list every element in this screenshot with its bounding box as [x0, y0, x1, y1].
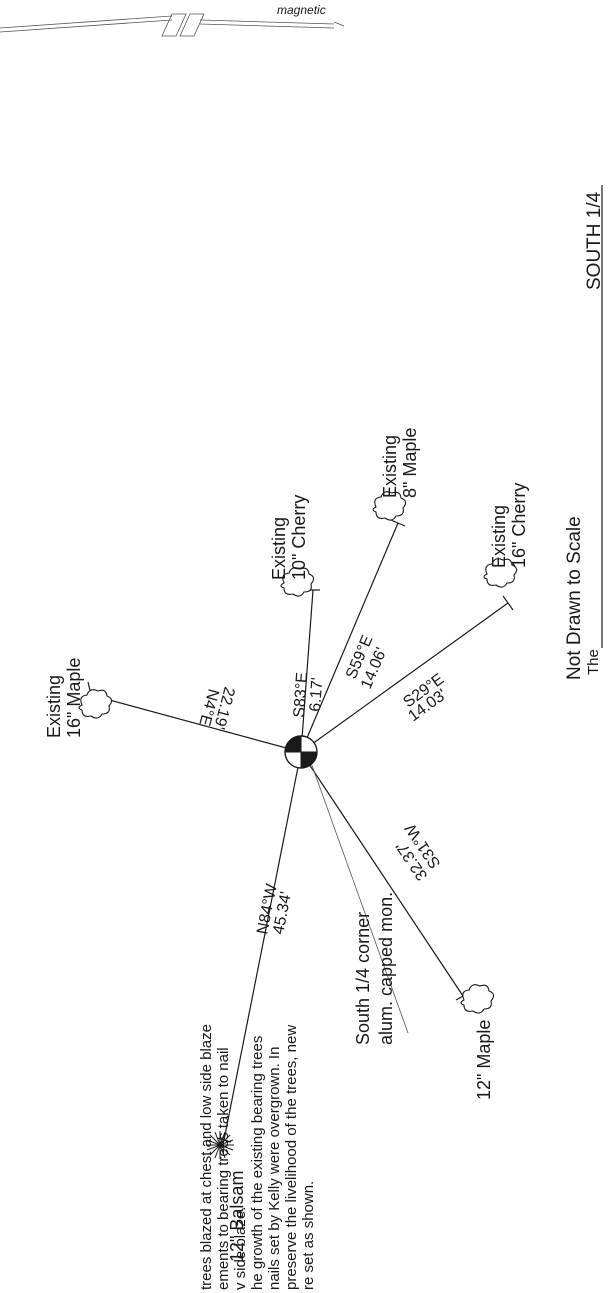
tie-line-s31w — [300, 751, 464, 997]
tree-name-16-maple: 16" Maple — [64, 658, 84, 738]
tree-status-16-maple: Existing — [44, 675, 64, 738]
title-block: The SOUTH 1/4 — [584, 185, 605, 675]
note-line-4: he growth of the existing bearing trees — [249, 1036, 266, 1290]
notes-block: trees blazed at chest and low side blaze… — [198, 1024, 317, 1290]
monument-leader — [309, 759, 409, 1034]
note-line-3: v side blaze. — [232, 1207, 249, 1290]
distance-s83e: 6.17' — [307, 677, 326, 712]
tree-name-16-cherry: 16" Cherry — [509, 483, 529, 568]
tree-status-16-cherry: Existing — [489, 505, 509, 568]
north-arrow: magnetic — [0, 3, 345, 37]
tree-status-8-maple: Existing — [380, 435, 400, 498]
tree-icon-16-maple — [78, 689, 113, 719]
tie-line-s59e — [300, 522, 399, 753]
tree-icon-16-cherry — [483, 558, 518, 588]
tree-status-10-cherry: Existing — [269, 517, 289, 580]
tie-line-n84w — [223, 751, 302, 1141]
title-corner: SOUTH 1/4 — [584, 191, 605, 290]
note-line-5: nails set by Kelly were overgrown. In — [266, 1047, 283, 1290]
title-prefix: The — [585, 649, 602, 675]
tree-icon-12-balsam — [206, 1131, 234, 1159]
monument-label-line2: alum. capped mon. — [376, 892, 396, 1045]
bearing-s83e: S83°E — [291, 672, 311, 719]
tree-icon-12-maple — [460, 984, 495, 1014]
tie-line-s83e — [300, 589, 314, 753]
tree-name-12-maple: 12" Maple — [474, 1020, 494, 1100]
tree-name-12-balsam: 12" Balsam — [227, 1171, 247, 1262]
tree-icon-8-maple — [372, 491, 407, 521]
tree-name-10-cherry: 10" Cherry — [289, 495, 309, 580]
tree-name-8-maple: 8" Maple — [400, 428, 420, 498]
tie-line-n4e — [90, 694, 302, 753]
note-line-2: ements to bearing trees taken to nail — [215, 1047, 232, 1290]
monument-label-line1: South 1/4 corner — [353, 912, 373, 1045]
tie-lines — [90, 522, 509, 1141]
note-line-6: preserve the livelihood of the trees, ne… — [283, 1025, 300, 1290]
tree-icon-10-cherry — [280, 567, 315, 597]
nail-ticks — [87, 519, 514, 1143]
tie-line-s29e — [300, 602, 509, 753]
monument-symbol — [284, 735, 318, 769]
north-arrow-label: magnetic — [277, 3, 326, 17]
note-line-7: re set as shown. — [300, 1181, 317, 1290]
note-line-1: trees blazed at chest and low side blaze — [198, 1024, 215, 1290]
scale-note: Not Drawn to Scale — [564, 516, 585, 680]
